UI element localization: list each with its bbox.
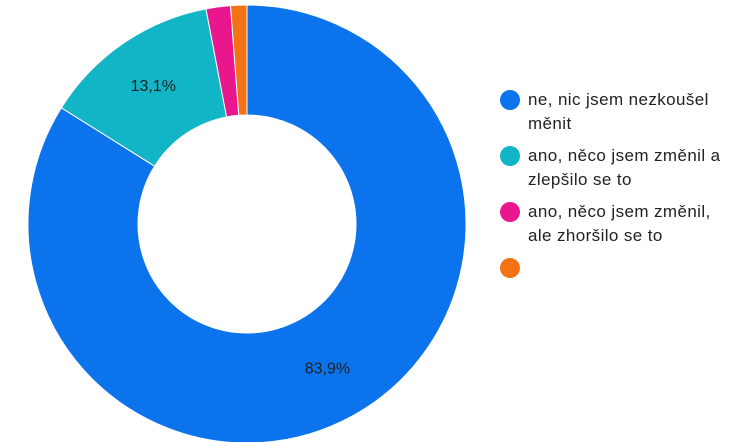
donut-slice-1 — [27, 4, 467, 442]
legend-swatch-4 — [500, 258, 520, 278]
donut-slice-4 — [229, 4, 248, 116]
donut-slices — [27, 4, 467, 442]
legend-label-1: ne, nic jsem nezkoušel měnit — [528, 90, 709, 133]
legend-item-3: ano, něco jsem změnil, ale zhoršilo se t… — [500, 200, 740, 248]
legend-swatch-2 — [500, 146, 520, 166]
slice-value-label-1: 83,9% — [305, 360, 350, 377]
slice-labels: 83,9% 13,1% — [131, 78, 351, 377]
legend-item-1: ne, nic jsem nezkoušel měnit — [500, 88, 740, 136]
legend-item-4 — [500, 256, 740, 278]
slice-value-label-2: 13,1% — [131, 78, 176, 95]
legend-swatch-3 — [500, 202, 520, 222]
legend-swatch-1 — [500, 90, 520, 110]
legend-label-2: ano, něco jsem změnil a zlepšilo se to — [528, 146, 721, 189]
chart-legend: ne, nic jsem nezkoušel měnit ano, něco js… — [500, 88, 740, 286]
legend-item-2: ano, něco jsem změnil a zlepšilo se to — [500, 144, 740, 192]
legend-label-3: ano, něco jsem změnil, ale zhoršilo se t… — [528, 202, 711, 245]
